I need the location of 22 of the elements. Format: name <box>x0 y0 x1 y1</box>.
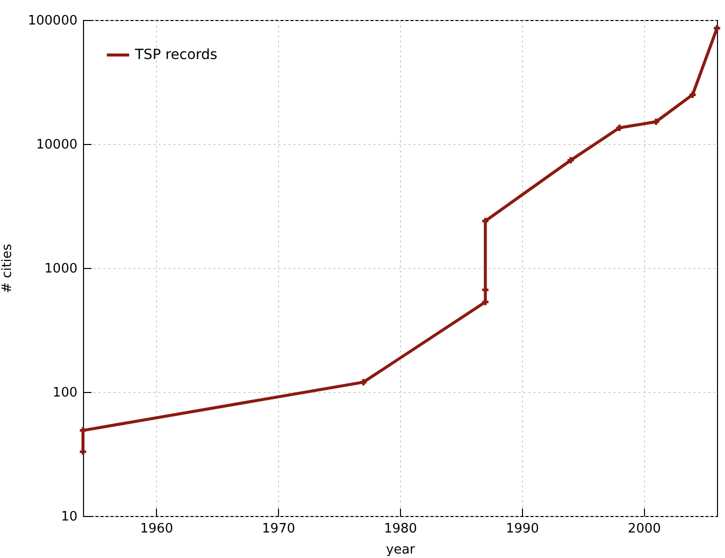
legend-label: TSP records <box>134 47 218 63</box>
y-tick-label: 1000 <box>44 262 78 276</box>
x-tick-label: 1960 <box>140 522 174 536</box>
x-tick-label: 1990 <box>506 522 539 536</box>
point <box>689 92 696 98</box>
y-tick-label: 10000 <box>36 138 78 152</box>
x-tick-label: 2000 <box>628 522 661 536</box>
y-axis-title: # cities <box>0 244 15 294</box>
y-tick-label: 100000 <box>28 14 78 28</box>
point <box>482 286 489 294</box>
y-tick-label: 10 <box>60 510 78 524</box>
x-tick-label: 1980 <box>384 522 418 536</box>
point <box>568 157 574 164</box>
point <box>482 218 489 224</box>
point <box>616 124 623 131</box>
point <box>652 118 660 125</box>
point <box>360 379 367 386</box>
point <box>714 25 720 32</box>
y-tick-label: 100 <box>52 386 78 400</box>
x-tick-label: 1970 <box>262 522 296 536</box>
point <box>482 298 489 306</box>
x-axis-title: year <box>386 542 416 558</box>
